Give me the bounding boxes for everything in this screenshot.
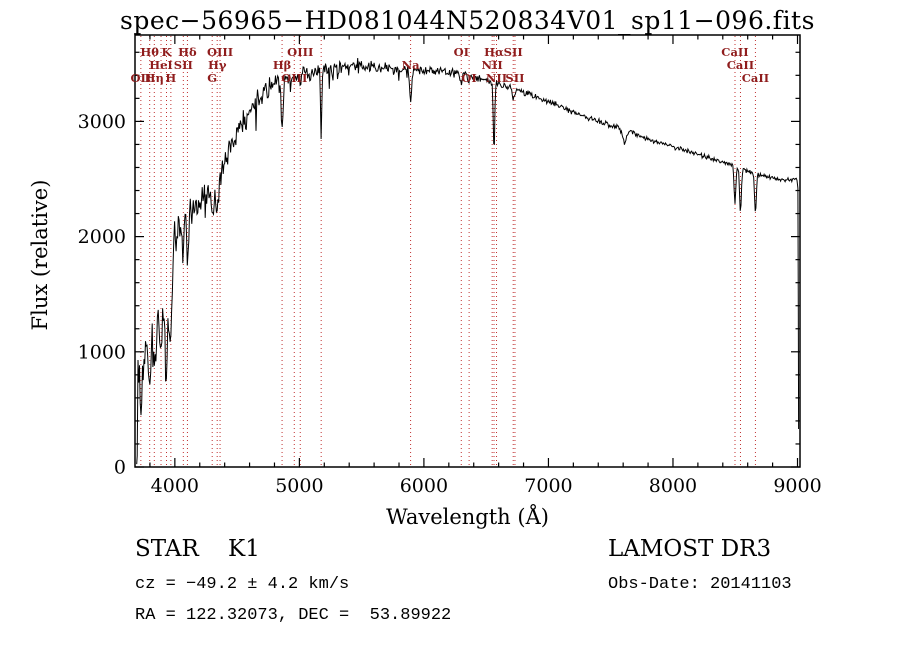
x-tick-label: 4000 [151, 475, 199, 497]
line-label-Na: Na [402, 58, 421, 72]
line-label-K: K [162, 45, 173, 59]
spectral-line-markers [140, 36, 756, 466]
line-label-OI: OI [454, 45, 469, 59]
line-label-CaII: CaII [727, 58, 754, 72]
x-tick-label: 8000 [649, 475, 697, 497]
axis-tick-labels: 4000 5000 6000 7000 8000 9000 0 1000 2000 3000 [78, 111, 822, 497]
line-label-Hγ: Hγ [208, 58, 227, 72]
line-label-OIII: OIII [281, 71, 307, 85]
line-label-OI: OI [461, 71, 476, 85]
line-label-G: G [207, 71, 217, 85]
line-label-CaII: CaII [721, 45, 748, 59]
obs-date-label: Obs-Date: 20141103 [608, 575, 792, 594]
line-label-NII: NII [482, 58, 503, 72]
line-label-OII: OII [130, 71, 151, 85]
y-tick-label: 2000 [78, 226, 126, 248]
line-label-Hθ: Hθ [140, 45, 159, 59]
spectrum-trace [136, 57, 800, 465]
x-tick-label: 5000 [275, 475, 323, 497]
figure-title: spec−56965−HD081044N520834V01_sp11−096.f… [120, 6, 815, 35]
line-label-Hβ: Hβ [273, 58, 292, 72]
plot-frame [134, 34, 801, 468]
y-tick-label: 1000 [78, 341, 126, 363]
coordinates-label: RA = 122.32073, DEC = 53.89922 [135, 606, 452, 625]
line-label-CaII: CaII [742, 71, 769, 85]
line-label-OIII: OIII [287, 45, 313, 59]
line-label-H: H [165, 71, 176, 85]
axis-ticks [135, 35, 800, 468]
line-label-SII: SII [174, 58, 193, 72]
velocity-label: cz = −49.2 ± 4.2 km/s [135, 575, 350, 594]
classification-label: STAR K1 [135, 536, 260, 562]
x-tick-label: 9000 [773, 475, 821, 497]
line-label-NII: NII [486, 71, 507, 85]
x-tick-label: 6000 [400, 475, 448, 497]
spectral-line-labels: OIIHθHηHeIKHSIIHδGHγOIIIHβOIIIOIIINaOIOI… [130, 45, 769, 85]
line-label-SII: SII [505, 71, 524, 85]
survey-label: LAMOST DR3 [608, 536, 772, 562]
y-tick-label: 3000 [78, 111, 126, 133]
line-label-SII: SII [504, 45, 523, 59]
line-label-Hα: Hα [484, 45, 504, 59]
x-tick-label: 7000 [524, 475, 572, 497]
line-label-Hη: Hη [145, 71, 164, 85]
line-label-Hδ: Hδ [178, 45, 197, 59]
y-tick-label: 0 [114, 457, 126, 479]
line-label-HeI: HeI [149, 58, 173, 72]
x-axis-label: Wavelength (Å) [386, 505, 549, 529]
line-label-OIII: OIII [207, 45, 233, 59]
